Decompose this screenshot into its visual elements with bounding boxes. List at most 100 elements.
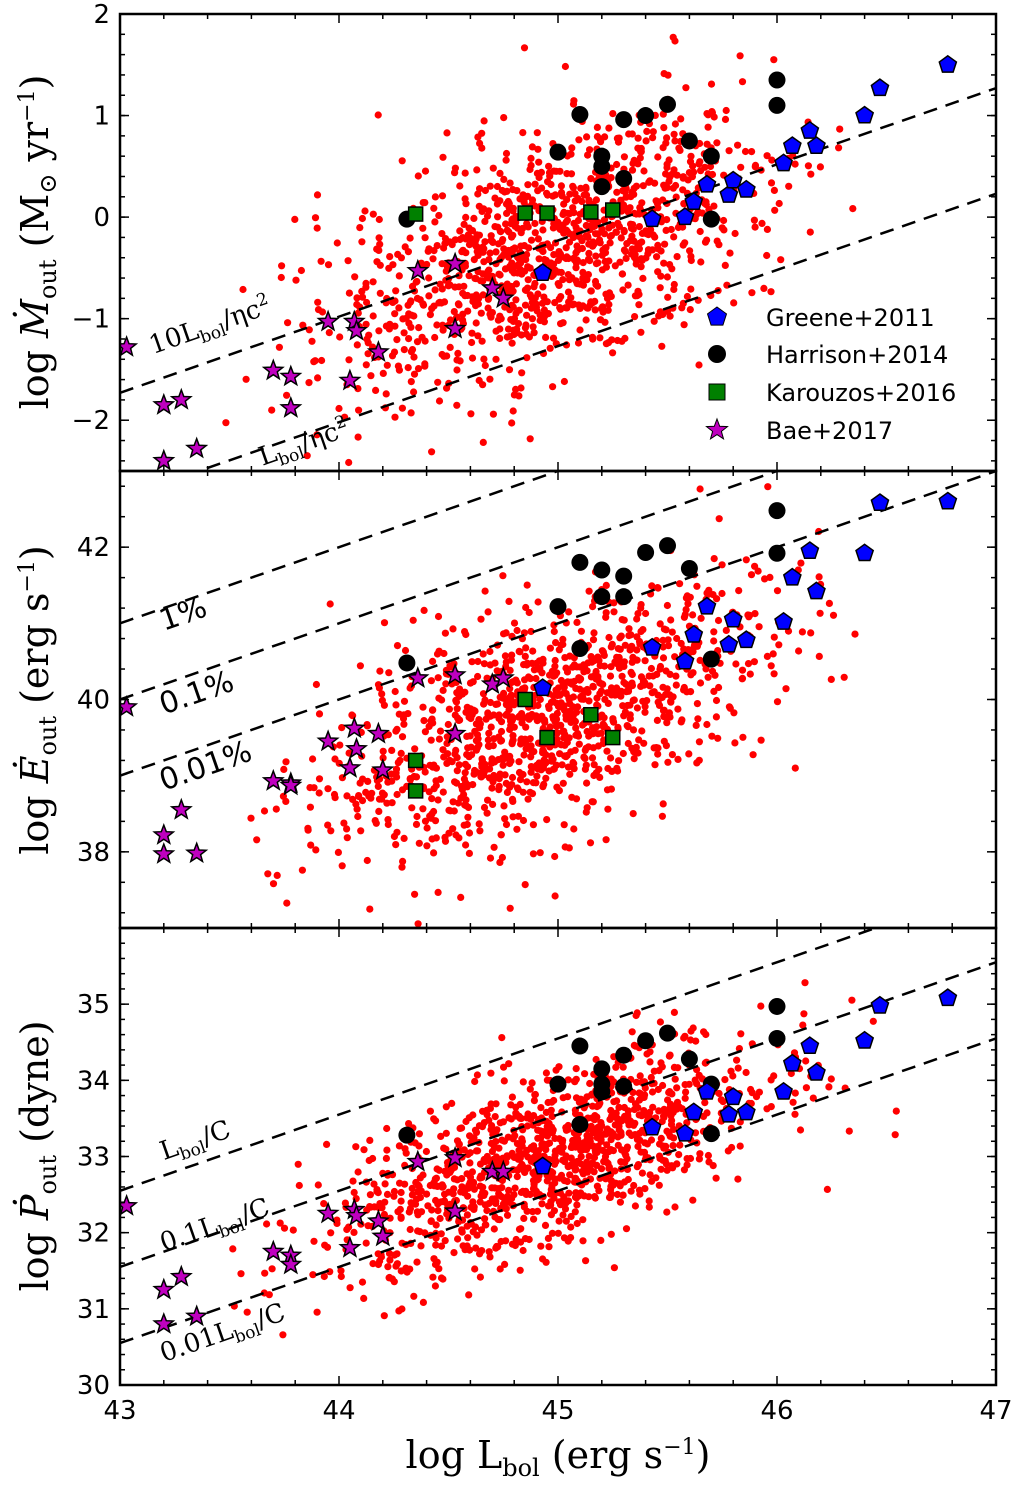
cloud-point [748, 289, 756, 297]
legend-item-greene: Greene+2011 [706, 304, 935, 332]
cloud-point [239, 285, 247, 294]
cloud-point [665, 177, 673, 185]
cloud-point [628, 1028, 636, 1036]
cloud-point [268, 406, 276, 414]
cloud-point [640, 167, 648, 175]
cloud-point [737, 1030, 745, 1038]
greene-point [938, 988, 958, 1007]
cloud-point [553, 669, 561, 677]
y-tick-label: 40 [77, 686, 110, 716]
cloud-point [462, 802, 470, 810]
cloud-point [484, 295, 492, 303]
cloud-point [446, 343, 454, 351]
cloud-point [689, 1196, 697, 1204]
bae-point [120, 1193, 139, 1216]
cloud-point [718, 561, 726, 569]
cloud-point [430, 1255, 438, 1263]
cloud-point [795, 647, 803, 655]
cloud-point [800, 1010, 808, 1018]
cloud-point [660, 1144, 668, 1152]
cloud-point [462, 213, 470, 221]
cloud-point [510, 1191, 518, 1199]
cloud-point [486, 182, 494, 190]
cloud-point [576, 210, 584, 218]
cloud-point [393, 828, 401, 836]
cloud-point [547, 180, 555, 189]
cloud-point [426, 761, 434, 769]
cloud-point [324, 261, 333, 269]
greene-marker-icon [706, 306, 728, 326]
legend-item-harrison: Harrison+2014 [708, 341, 948, 369]
cloud-point [797, 559, 805, 567]
cloud-point [527, 236, 536, 244]
cloud-point [427, 677, 435, 685]
cloud-point [680, 686, 688, 694]
greene-point [684, 1102, 704, 1121]
cloud-point [614, 723, 622, 732]
cloud-point [692, 721, 700, 730]
cloud-point [738, 78, 747, 86]
cloud-point [730, 299, 738, 307]
cloud-point [802, 1084, 811, 1092]
cloud-point [677, 115, 685, 123]
cloud-point [628, 245, 636, 253]
cloud-point [308, 337, 316, 345]
cloud-point [470, 1185, 478, 1193]
cloud-point [596, 316, 605, 324]
cloud-point [346, 1284, 354, 1292]
cloud-point [671, 120, 680, 128]
cloud-point [449, 1190, 457, 1198]
cloud-point [487, 313, 495, 321]
greene-point [684, 624, 704, 643]
cloud-point [670, 233, 678, 241]
cloud-point [517, 1163, 525, 1171]
cloud-point [400, 697, 409, 705]
cloud-point [583, 1136, 592, 1144]
cloud-point [481, 760, 489, 769]
cloud-point [451, 778, 459, 786]
cloud-point [664, 758, 672, 766]
cloud-point [526, 675, 535, 683]
bae-point [338, 368, 362, 391]
cloud-point [419, 805, 427, 813]
cloud-point [589, 603, 597, 611]
cloud-point [571, 1166, 579, 1174]
cloud-point [580, 668, 588, 676]
cloud-point [386, 253, 394, 261]
cloud-point [523, 581, 531, 589]
greene-point [675, 207, 695, 226]
cloud-point [582, 1257, 590, 1265]
cloud-point [479, 650, 487, 658]
cloud-point [656, 284, 664, 292]
cloud-point [567, 748, 575, 756]
cloud-point [283, 899, 291, 907]
cloud-point [647, 664, 656, 673]
cloud-point [480, 245, 488, 253]
cloud-point [307, 841, 315, 849]
cloud-point [355, 792, 363, 800]
cloud-point [515, 758, 523, 766]
cloud-point [640, 1093, 648, 1101]
cloud-point [594, 675, 602, 684]
y-tick-label: 1 [93, 102, 110, 132]
cloud-point [310, 1237, 318, 1245]
guide-annotation: Lbol/C [156, 1115, 236, 1171]
cloud-point [390, 1192, 398, 1200]
cloud-point [603, 786, 612, 794]
cloud-point [415, 324, 423, 332]
cloud-point [734, 141, 742, 149]
karouzos-point [407, 783, 424, 799]
cloud-point [487, 1069, 495, 1077]
cloud-point [405, 335, 413, 343]
cloud-point [643, 127, 651, 135]
cloud-point [549, 383, 557, 391]
cloud-point [807, 629, 815, 637]
cloud-point [478, 1123, 486, 1131]
harrison-point [768, 1029, 786, 1047]
cloud-point [421, 360, 429, 368]
harrison-point [615, 588, 633, 606]
cloud-point [637, 627, 645, 636]
cloud-point [559, 779, 567, 787]
cloud-point [571, 1078, 579, 1086]
cloud-point [277, 273, 285, 282]
